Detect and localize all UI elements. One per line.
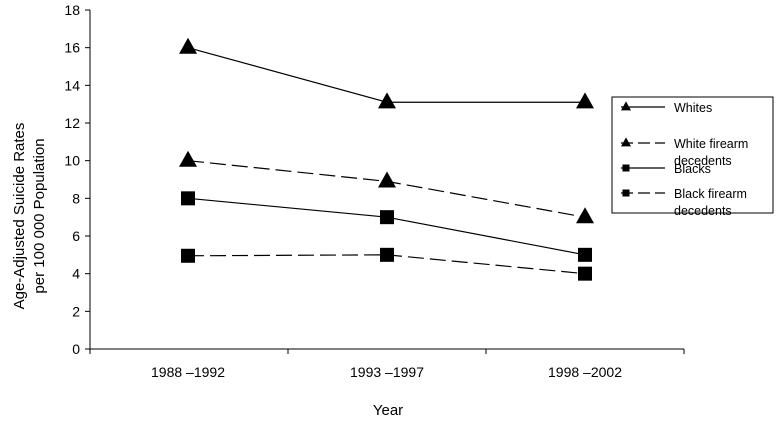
axes bbox=[89, 10, 684, 350]
series-1 bbox=[179, 150, 594, 224]
y-axis-label: Age-Adjusted Suicide Rates per 100 000 P… bbox=[11, 123, 48, 310]
y-tick-label: 16 bbox=[64, 40, 80, 56]
legend-label: Whites bbox=[674, 101, 712, 115]
legend-label: Black firearm bbox=[674, 187, 747, 201]
y-tick-label: 8 bbox=[72, 190, 80, 206]
y-tick-label: 10 bbox=[64, 153, 80, 169]
x-tick-label: 1988 –1992 bbox=[151, 364, 225, 380]
x-axis-label: Year bbox=[373, 402, 403, 419]
series-line bbox=[187, 160, 586, 218]
series-layer bbox=[179, 37, 594, 281]
y-tick-label: 6 bbox=[72, 228, 80, 244]
data-point bbox=[380, 247, 394, 262]
data-point bbox=[179, 150, 197, 167]
y-tick-label: 0 bbox=[72, 341, 80, 357]
data-point bbox=[578, 266, 592, 281]
y-axis-label-line2: per 100 000 Population bbox=[31, 138, 48, 293]
data-point bbox=[378, 171, 396, 188]
data-point bbox=[576, 92, 594, 109]
data-point bbox=[380, 210, 394, 225]
series-2 bbox=[181, 191, 592, 262]
y-tick-label: 12 bbox=[64, 115, 80, 131]
y-tick-label: 14 bbox=[64, 77, 80, 93]
legend-box bbox=[611, 96, 774, 214]
y-tick-label: 4 bbox=[72, 266, 80, 282]
legend-label: decedents bbox=[674, 204, 732, 218]
y-axis-label-line1: Age-Adjusted Suicide Rates bbox=[11, 123, 28, 310]
legend-marker bbox=[622, 164, 630, 172]
series-0 bbox=[179, 37, 594, 109]
x-tick-label: 1998 –2002 bbox=[548, 364, 622, 380]
legend-marker bbox=[622, 189, 630, 197]
data-point bbox=[181, 191, 195, 206]
data-point bbox=[179, 37, 197, 54]
series-3 bbox=[181, 247, 592, 281]
y-tick-label: 18 bbox=[64, 2, 80, 18]
legend-label: decedents bbox=[674, 154, 732, 168]
legend-label: Blacks bbox=[674, 162, 711, 176]
x-ticks: 1988 –1992 1993 –1997 1998 –2002 bbox=[89, 349, 685, 380]
legend-marker bbox=[621, 101, 631, 111]
data-point bbox=[576, 207, 594, 224]
legend-marker bbox=[621, 137, 631, 147]
x-tick-label: 1993 –1997 bbox=[350, 364, 424, 380]
y-tick-label: 2 bbox=[72, 303, 80, 319]
y-ticks: 0 2 4 6 8 10 12 14 16 18 bbox=[64, 2, 90, 357]
legend-label: White firearm bbox=[674, 137, 748, 151]
data-point bbox=[181, 248, 195, 263]
data-point bbox=[578, 247, 592, 262]
data-point bbox=[378, 92, 396, 109]
